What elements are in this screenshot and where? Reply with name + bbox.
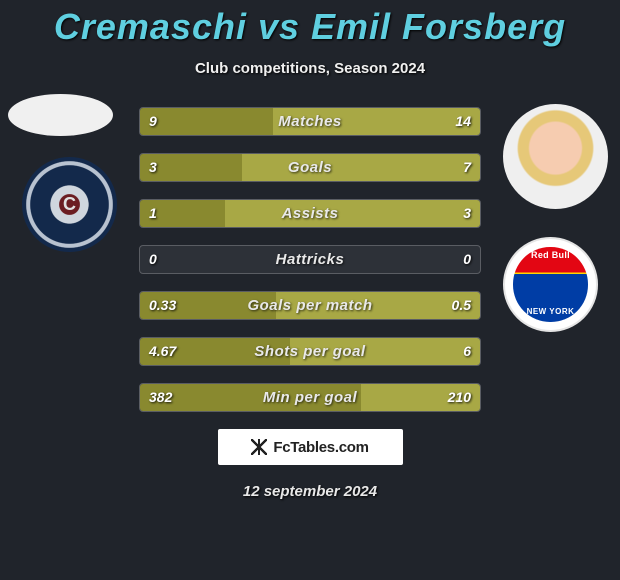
stat-value-right: 210 bbox=[448, 384, 471, 411]
stat-value-left: 0 bbox=[149, 246, 157, 273]
player-left-avatar bbox=[8, 94, 113, 136]
stat-row: Min per goal382 210 bbox=[139, 383, 481, 412]
stat-label: Matches bbox=[140, 108, 480, 135]
player-right-avatar bbox=[503, 104, 608, 209]
club-badge-right bbox=[503, 237, 598, 332]
stat-value-right: 6 bbox=[463, 338, 471, 365]
page-subtitle: Club competitions, Season 2024 bbox=[0, 60, 620, 77]
stat-row: Hattricks0 0 bbox=[139, 245, 481, 274]
stat-label: Shots per goal bbox=[140, 338, 480, 365]
club-badge-left bbox=[22, 157, 117, 252]
stat-label: Min per goal bbox=[140, 384, 480, 411]
stat-value-left: 1 bbox=[149, 200, 157, 227]
stat-label: Hattricks bbox=[140, 246, 480, 273]
stat-value-left: 382 bbox=[149, 384, 172, 411]
stat-value-left: 9 bbox=[149, 108, 157, 135]
stat-label: Goals bbox=[140, 154, 480, 181]
stat-value-left: 3 bbox=[149, 154, 157, 181]
brand-badge: FcTables.com bbox=[218, 429, 403, 465]
stat-bars: Matches914Goals37Assists13Hattricks00Goa… bbox=[139, 97, 481, 412]
stat-value-right: 0.5 bbox=[452, 292, 471, 319]
stat-row: Matches9 14 bbox=[139, 107, 481, 136]
stat-value-left: 0.33 bbox=[149, 292, 176, 319]
stat-row: Goals per match0.33 0.5 bbox=[139, 291, 481, 320]
stat-value-right: 3 bbox=[463, 200, 471, 227]
stat-value-right: 0 bbox=[463, 246, 471, 273]
brand-icon bbox=[251, 439, 267, 455]
footer-date: 12 september 2024 bbox=[0, 483, 620, 500]
comparison-panel: Matches914Goals37Assists13Hattricks00Goa… bbox=[0, 97, 620, 500]
page-title: Cremaschi vs Emil Forsberg bbox=[0, 0, 620, 48]
stat-label: Goals per match bbox=[140, 292, 480, 319]
stat-row: Goals3 7 bbox=[139, 153, 481, 182]
stat-row: Assists1 3 bbox=[139, 199, 481, 228]
brand-text: FcTables.com bbox=[273, 439, 368, 456]
stat-row: Shots per goal4.67 6 bbox=[139, 337, 481, 366]
stat-value-right: 14 bbox=[455, 108, 471, 135]
stat-value-right: 7 bbox=[463, 154, 471, 181]
stat-label: Assists bbox=[140, 200, 480, 227]
club-badge-right-inner bbox=[513, 247, 587, 321]
stat-value-left: 4.67 bbox=[149, 338, 176, 365]
